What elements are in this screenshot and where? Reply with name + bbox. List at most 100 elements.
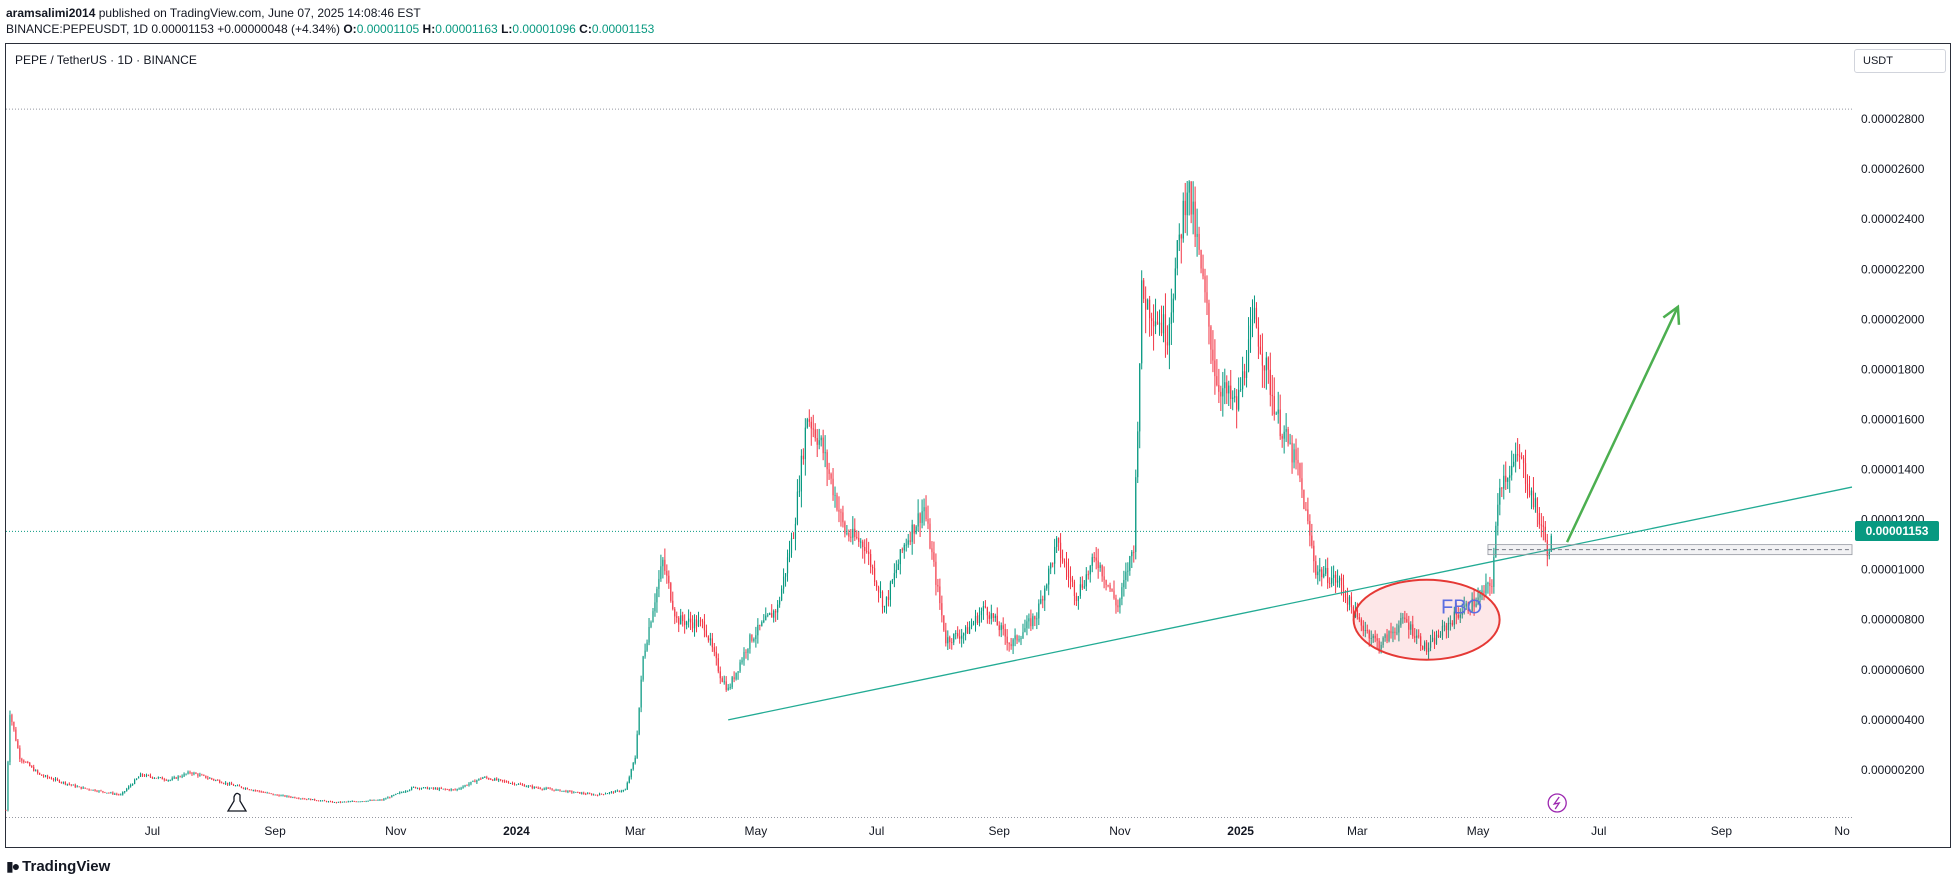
candle-body xyxy=(856,536,858,538)
candle-body xyxy=(1287,429,1289,444)
candle-body xyxy=(604,793,607,795)
candle-body xyxy=(116,793,118,795)
candle-body xyxy=(424,787,427,789)
candle-body xyxy=(1091,557,1093,566)
candle-body xyxy=(438,788,440,790)
candle-body xyxy=(1044,588,1046,601)
candle-body xyxy=(1544,526,1546,541)
candle-body xyxy=(9,715,11,763)
chart-legend[interactable]: PEPE / TetherUS · 1D · BINANCE xyxy=(15,53,197,67)
candle-body xyxy=(721,678,723,682)
candle-body xyxy=(610,791,613,793)
tradingview-logo[interactable]: ▮● TradingView xyxy=(6,857,110,875)
candle-body xyxy=(1455,611,1457,615)
candle-body xyxy=(1315,561,1317,576)
candle-body xyxy=(775,610,777,613)
candle-body xyxy=(82,787,84,789)
candle-body xyxy=(577,791,579,793)
candle-body xyxy=(1453,611,1455,625)
candle-body xyxy=(814,429,816,439)
close-label: C: xyxy=(579,22,592,36)
candle-body xyxy=(780,588,783,601)
candle-body xyxy=(838,509,840,512)
candle-body xyxy=(343,801,345,803)
candle-body xyxy=(648,626,650,643)
candle-body xyxy=(919,513,921,523)
candle-body xyxy=(399,792,401,794)
candle-body xyxy=(1404,617,1406,620)
candle-body xyxy=(151,776,154,779)
candle-body xyxy=(1240,389,1242,390)
candle-body xyxy=(1408,622,1410,630)
candle-body xyxy=(808,419,810,422)
candle-body xyxy=(1364,630,1366,631)
candle-body xyxy=(602,794,605,795)
candle-body xyxy=(25,762,27,763)
candle-body xyxy=(862,541,864,547)
candle-body xyxy=(711,638,713,648)
candle-body xyxy=(1200,249,1202,269)
candle-body xyxy=(1475,603,1477,607)
candle-body xyxy=(937,584,939,587)
candle-body xyxy=(1441,625,1444,636)
candle-body xyxy=(553,789,555,791)
candle-body xyxy=(901,549,903,551)
candle-body xyxy=(947,637,949,644)
candle-body xyxy=(264,792,266,794)
candle-body xyxy=(877,587,880,593)
candle-body xyxy=(1309,521,1311,536)
time-tick-label: Nov xyxy=(1109,824,1130,838)
candle-body xyxy=(347,801,349,803)
currency-selector[interactable]: USDT xyxy=(1854,49,1946,73)
candle-body xyxy=(1093,557,1095,558)
candle-body xyxy=(1115,598,1117,606)
candle-body xyxy=(302,798,304,800)
candle-body xyxy=(434,788,436,790)
candle-body xyxy=(195,772,197,774)
candle-body xyxy=(533,786,535,788)
candle-body xyxy=(1534,498,1537,508)
candle-body xyxy=(1465,603,1467,607)
candle-body xyxy=(1479,594,1481,598)
candle-body xyxy=(1348,596,1351,605)
candle-body xyxy=(1081,584,1083,588)
candle-body xyxy=(341,801,343,803)
candle-body xyxy=(484,777,486,778)
candle-body xyxy=(680,615,682,625)
candle-body xyxy=(881,591,884,608)
candle-body xyxy=(228,783,231,785)
candle-body xyxy=(1358,617,1360,620)
candle-body xyxy=(1350,596,1353,608)
candle-body xyxy=(1135,477,1137,552)
candle-body xyxy=(725,681,727,690)
candle-body xyxy=(678,617,680,625)
candle-body xyxy=(430,787,432,789)
candle-body xyxy=(486,777,488,779)
candle-body xyxy=(703,621,706,631)
candle-body xyxy=(1271,394,1273,397)
candle-body xyxy=(786,557,789,574)
candle-body xyxy=(496,778,498,781)
candle-body xyxy=(1429,641,1432,648)
candle-body xyxy=(312,799,314,801)
candle-body xyxy=(1085,574,1087,587)
candle-body xyxy=(1184,200,1186,216)
author-name[interactable]: aramsalimi2014 xyxy=(6,6,96,20)
candle-body xyxy=(688,618,690,622)
candle-body xyxy=(1418,635,1420,637)
candle-body xyxy=(980,611,983,615)
candle-body xyxy=(76,786,78,788)
candle-body xyxy=(1046,584,1048,589)
candle-body xyxy=(308,798,310,800)
candle-body xyxy=(1032,616,1034,627)
candle-body xyxy=(638,707,640,735)
candle-body xyxy=(1166,342,1169,346)
chart-frame[interactable] xyxy=(5,43,1951,848)
candle-body xyxy=(1038,603,1040,619)
candle-body xyxy=(854,528,856,537)
candle-body xyxy=(836,495,838,510)
candle-body xyxy=(1416,635,1418,638)
candle-body xyxy=(58,779,61,783)
candle-body xyxy=(1311,535,1313,546)
